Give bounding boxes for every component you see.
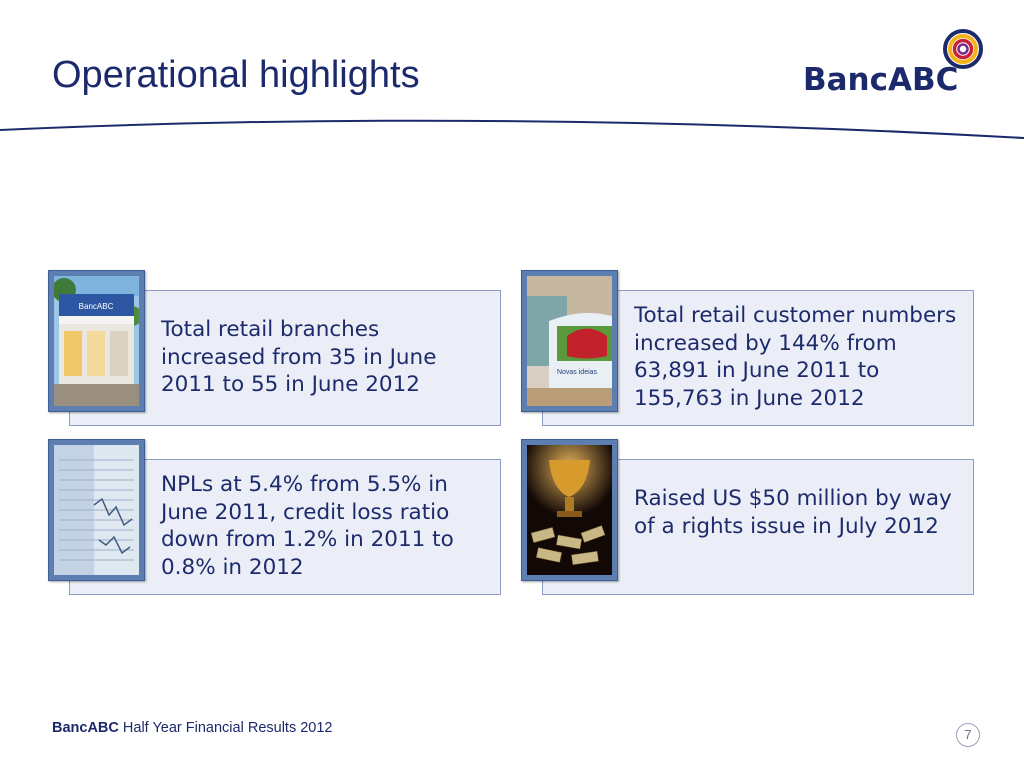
branch-sign: BancABC bbox=[79, 302, 114, 311]
highlight-text-npl: NPLs at 5.4% from 5.5% in June 2011, cre… bbox=[161, 472, 454, 580]
customer-banner-photo: Novas ideias bbox=[521, 270, 618, 412]
footer: BancABC Half Year Financial Results 2012 bbox=[52, 720, 332, 736]
highlight-text-customers: Total retail customer numbers increased … bbox=[634, 303, 957, 411]
bancabc-logo-ring-icon bbox=[943, 29, 983, 69]
footer-text: Half Year Financial Results 2012 bbox=[122, 720, 333, 736]
trophy-money-photo bbox=[521, 439, 618, 581]
page-number: 7 bbox=[956, 723, 980, 747]
highlight-text-rights-issue: Raised US $50 million by way of a rights… bbox=[634, 486, 952, 539]
financial-report-photo bbox=[48, 439, 145, 581]
bancabc-logo: BancABC bbox=[803, 62, 959, 98]
banner-sign: Novas ideias bbox=[557, 369, 598, 376]
branch-photo: BancABC bbox=[48, 270, 145, 412]
highlight-text-branches: Total retail branches increased from 35 … bbox=[161, 317, 437, 397]
header-divider bbox=[0, 119, 1024, 139]
slide-title: Operational highlights bbox=[52, 54, 420, 96]
footer-brand: BancABC bbox=[52, 720, 119, 736]
